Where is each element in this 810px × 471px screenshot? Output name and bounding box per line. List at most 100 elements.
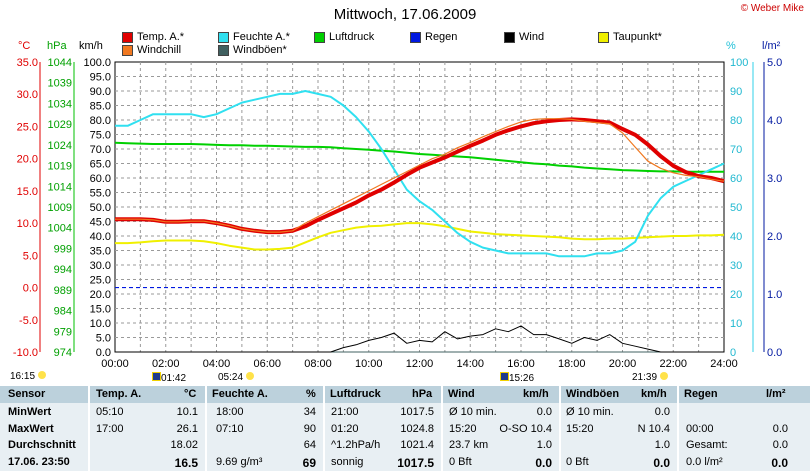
table-cell-label: MaxWert xyxy=(8,422,54,435)
table-cell-hum-val: 69 xyxy=(302,455,316,470)
wind-tick-label: 100.0 xyxy=(83,57,111,69)
table-cell-pres-val: 1024.8 xyxy=(400,422,434,435)
wind-tick-label: 90.0 xyxy=(90,86,111,98)
legend-item-dewpoint: Taupunkt* xyxy=(598,31,662,43)
humidity-tick-label: 40 xyxy=(730,231,742,243)
header-humidity-unit: % xyxy=(306,388,316,400)
legend-item-windchill: Windchill xyxy=(122,44,181,56)
sun-icon xyxy=(659,372,668,380)
wind-tick-label: 95.0 xyxy=(90,72,111,84)
table-cell-label: MinWert xyxy=(8,406,52,418)
x-tick-label: 00:00 xyxy=(101,358,129,370)
pressure-tick-label: 1044 xyxy=(48,57,72,69)
table-cell-wind-label: 23.7 km xyxy=(449,439,489,451)
humidity-tick-label: 90 xyxy=(730,86,742,98)
table-divider xyxy=(559,386,561,471)
table-cell-label: 17.06. 23:50 xyxy=(8,455,70,468)
pressure-tick-label: 1004 xyxy=(48,223,72,235)
table-cell-gust-val: 1.0 xyxy=(654,439,670,451)
series-line-luftdruck xyxy=(114,141,724,173)
wind-tick-label: 50.0 xyxy=(90,202,111,214)
humidity-tick-label: 100 xyxy=(730,57,748,69)
legend-swatch xyxy=(504,31,515,43)
legend-label: Regen xyxy=(425,31,458,43)
humidity-tick-label: 20 xyxy=(730,289,742,301)
table-cell-temp-val: 18.02 xyxy=(170,439,198,451)
x-tick-label: 04:00 xyxy=(203,358,231,370)
humidity-tick-label: 70 xyxy=(730,144,742,156)
table-cell-gust-label: 0 Bft xyxy=(566,455,589,468)
rain-axis-unit: l/m² xyxy=(762,40,781,52)
table-cell-hum-val: 90 xyxy=(303,422,316,435)
humidity-axis-unit: % xyxy=(726,40,736,52)
table-header-row xyxy=(0,386,810,403)
legend-swatch xyxy=(218,44,229,56)
table-cell-pres-val: 1017.5 xyxy=(400,406,434,418)
chart-title: Mittwoch, 17.06.2009 xyxy=(333,6,477,23)
pressure-tick-label: 1014 xyxy=(48,181,72,193)
table-cell-hum-val: 64 xyxy=(303,439,316,451)
pressure-tick-label: 979 xyxy=(54,326,72,338)
legend-label: Temp. A.* xyxy=(137,31,185,43)
wind-tick-label: 45.0 xyxy=(90,217,111,229)
left-time-marker: 16:15 xyxy=(10,371,46,382)
humidity-tick-label: 0 xyxy=(730,347,736,359)
legend-swatch xyxy=(218,31,229,43)
legend-label: Windböen* xyxy=(233,44,287,56)
table-cell-hum-val: 34 xyxy=(303,406,316,418)
table-cell-gust-val: 0.0 xyxy=(654,406,670,418)
rain-tick-label: 3.0 xyxy=(767,173,782,185)
legend-item-rain: Regen xyxy=(410,31,457,43)
table-cell-wind-label: Ø 10 min. xyxy=(449,406,497,418)
header-rain: Regen xyxy=(684,388,718,400)
table-cell-wind-label: 0 Bft xyxy=(449,455,472,468)
legend-swatch xyxy=(314,31,325,43)
temp-tick-label: -10.0 xyxy=(13,347,38,359)
wind-tick-label: 80.0 xyxy=(90,115,111,127)
header-gusts: Windböen xyxy=(566,388,620,400)
table-cell-rain-val: 0.0 xyxy=(772,422,788,435)
moon-icon xyxy=(152,372,161,381)
header-gusts-unit: km/h xyxy=(641,388,667,400)
table-cell-hum-time: 07:10 xyxy=(216,422,244,435)
header-wind: Wind xyxy=(448,388,475,400)
pressure-tick-label: 999 xyxy=(54,243,72,255)
x-tick-label: 08:00 xyxy=(304,358,332,370)
table-cell-rain-val: 0.0 xyxy=(771,455,788,470)
left-time-label: 16:15 xyxy=(10,371,36,382)
legend-swatch xyxy=(598,31,609,43)
rain-tick-label: 1.0 xyxy=(767,289,782,301)
table-divider xyxy=(88,386,90,471)
sun-icon xyxy=(37,371,46,379)
humidity-tick-label: 50 xyxy=(730,202,742,214)
table-divider xyxy=(441,386,443,471)
table-divider xyxy=(205,386,207,471)
wind-tick-label: 15.0 xyxy=(90,304,111,316)
table-cell-rain-val: 0.0 xyxy=(772,439,788,451)
rain-tick-label: 5.0 xyxy=(767,57,782,69)
temp-tick-label: 30.0 xyxy=(17,89,38,101)
wind-tick-label: 40.0 xyxy=(90,231,111,243)
temp-tick-label: 20.0 xyxy=(17,154,38,166)
pressure-axis-unit: hPa xyxy=(47,40,67,52)
temp-tick-label: 10.0 xyxy=(17,218,38,230)
temp-tick-label: 0.0 xyxy=(23,283,38,295)
stats-table: Sensor Temp. A. °C Feuchte A. % Luftdruc… xyxy=(0,386,810,471)
pressure-tick-label: 984 xyxy=(54,306,72,318)
table-cell-wind-val: 0.0 xyxy=(536,406,552,418)
temp-tick-label: 25.0 xyxy=(17,121,38,133)
temp-tick-label: -5.0 xyxy=(19,315,38,327)
table-cell-gust-label: Ø 10 min. xyxy=(566,406,614,418)
header-humidity: Feuchte A. xyxy=(212,388,268,400)
x-tick-label: 20:00 xyxy=(609,358,637,370)
table-cell-temp-time: 17:00 xyxy=(96,422,124,435)
humidity-tick-label: 60 xyxy=(730,173,742,185)
rain-tick-label: 0.0 xyxy=(767,347,782,359)
table-cell-rain-label: Gesamt: xyxy=(686,439,728,451)
series-line-feuchte-a xyxy=(115,90,725,258)
table-cell-wind-val: O-SO 10.4 xyxy=(499,422,552,435)
legend-item-humidity: Feuchte A.* xyxy=(218,31,290,43)
moonset-label: 15:26 xyxy=(509,373,535,384)
table-divider xyxy=(323,386,325,471)
wind-axis-unit: km/h xyxy=(79,40,103,52)
